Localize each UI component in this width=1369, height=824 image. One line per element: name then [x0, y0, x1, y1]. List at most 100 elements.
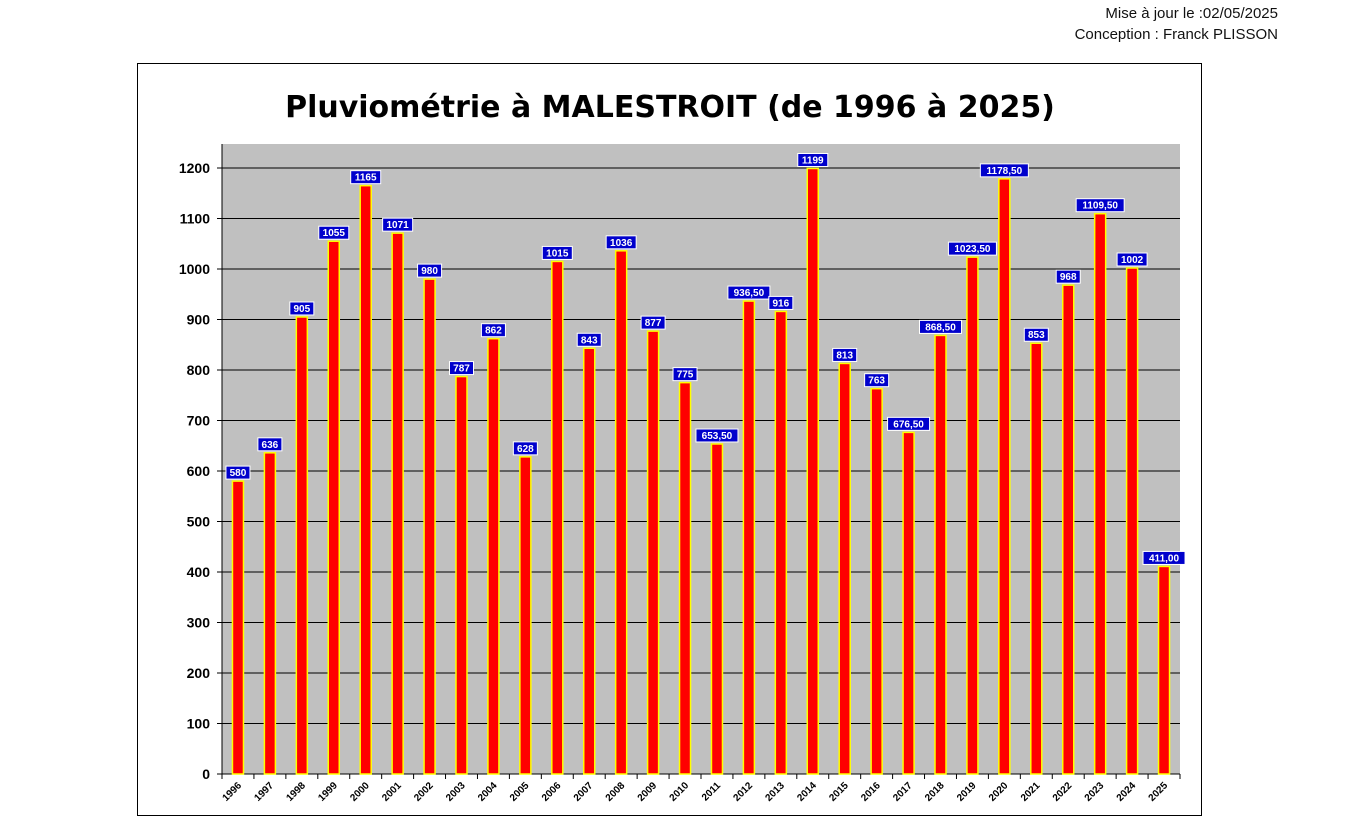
x-tick-label-2021: 2021	[1019, 780, 1043, 804]
x-tick-label-2000: 2000	[348, 780, 372, 804]
bar-2003	[455, 375, 468, 775]
data-label-text: 968	[1060, 272, 1077, 283]
x-tick-label-2008: 2008	[604, 780, 628, 804]
data-label-text: 628	[517, 444, 534, 455]
data-label-box	[480, 323, 506, 338]
x-tick-label-2007: 2007	[572, 780, 596, 804]
y-tick-label: 700	[187, 413, 211, 429]
y-tick-label: 400	[187, 564, 211, 580]
y-tick-label: 1100	[180, 211, 211, 227]
data-label-2022: 968	[1055, 269, 1081, 284]
data-label-text: 1199	[802, 156, 824, 167]
x-tick-label-2004: 2004	[476, 780, 500, 804]
x-tick-label-2002: 2002	[412, 780, 436, 804]
data-label-2023: 1109,50	[1075, 198, 1125, 213]
data-label-2013: 916	[768, 295, 794, 310]
data-label-box	[947, 241, 997, 256]
bar-2009	[646, 330, 660, 775]
data-label-box	[382, 217, 414, 232]
data-label-2001: 1071	[382, 217, 414, 232]
x-tick-label-2010: 2010	[668, 780, 692, 804]
data-label-text: 1055	[323, 228, 346, 239]
bar-2017	[902, 431, 915, 775]
bar-2011	[710, 443, 724, 775]
data-label-text: 653,50	[702, 431, 733, 442]
bar-2013	[774, 310, 788, 775]
data-label-box	[541, 245, 573, 260]
data-label-text: 980	[421, 266, 438, 277]
bar-2022	[1061, 284, 1075, 775]
bars	[231, 167, 1171, 775]
x-tick-label-2011: 2011	[700, 780, 723, 803]
bar-2020	[998, 178, 1011, 775]
data-label-box	[640, 315, 666, 330]
bar-2006	[551, 260, 564, 775]
y-tick-label: 1200	[179, 160, 210, 176]
author-note: Conception : Franck PLISSON	[1074, 26, 1278, 43]
data-label-2002: 980	[417, 263, 443, 278]
data-label-text: 868,50	[925, 322, 956, 333]
data-label-2025: 411,00	[1142, 550, 1186, 565]
data-label-box	[672, 367, 698, 382]
bar-2014	[806, 167, 820, 775]
data-label-2006: 1015	[541, 245, 573, 260]
chart-title: Pluviométrie à MALESTROIT (de 1996 à 202…	[285, 90, 1055, 125]
data-label-box	[449, 361, 474, 376]
data-label-1997: 636	[257, 437, 283, 452]
data-label-box	[1055, 269, 1081, 284]
x-tick-label-2024: 2024	[1115, 780, 1139, 804]
x-tick-label-2020: 2020	[987, 780, 1011, 804]
data-label-box	[289, 301, 315, 316]
data-label-2017: 676,50	[887, 416, 931, 431]
x-tick-label-2017: 2017	[891, 780, 915, 804]
bar-2019	[966, 256, 979, 775]
data-label-2011: 653,50	[695, 428, 739, 443]
data-label-text: 580	[230, 468, 247, 479]
data-label-1996: 580	[225, 465, 251, 480]
y-tick-label: 600	[187, 463, 211, 479]
x-tick-label-2005: 2005	[508, 780, 532, 804]
x-tick-label-2012: 2012	[732, 780, 756, 804]
data-label-2020: 1178,50	[979, 163, 1029, 178]
bar-2018	[934, 334, 947, 775]
data-label-box	[727, 285, 771, 300]
bar-2023	[1093, 212, 1107, 775]
y-tick-label: 300	[187, 615, 211, 631]
bar-1996	[231, 480, 245, 775]
x-tick-label-2016: 2016	[859, 780, 883, 804]
bar-2004	[487, 337, 500, 775]
y-tick-label: 200	[187, 665, 211, 681]
data-label-2000: 1165	[350, 170, 382, 185]
x-tick-label-2013: 2013	[763, 780, 787, 804]
x-tick-label-2022: 2022	[1051, 780, 1075, 804]
data-label-box	[1075, 198, 1125, 213]
bar-2024	[1125, 267, 1139, 775]
data-label-2012: 936,50	[727, 285, 771, 300]
bar-2010	[678, 381, 692, 775]
data-label-2015: 813	[832, 347, 858, 362]
data-label-text: 1023,50	[954, 244, 991, 255]
data-label-text: 1109,50	[1082, 201, 1118, 212]
x-tick-label-2015: 2015	[827, 780, 851, 804]
data-label-text: 1036	[610, 238, 633, 249]
data-label-box	[797, 153, 829, 168]
bar-1997	[263, 452, 277, 775]
bar-2015	[838, 362, 851, 775]
data-label-text: 1178,50	[987, 166, 1023, 177]
data-labels: 580 636 905 1055 1165 1071 980 787 862 628 1015 843…	[225, 153, 1186, 565]
data-label-text: 676,50	[893, 419, 924, 430]
x-tick-label-2009: 2009	[636, 780, 660, 804]
bar-2005	[519, 456, 532, 775]
data-label-2024: 1002	[1116, 252, 1148, 267]
bar-2000	[359, 184, 372, 775]
x-tick-label-1997: 1997	[253, 780, 277, 804]
rainfall-bar-chart: Pluviométrie à MALESTROIT (de 1996 à 202…	[179, 90, 1186, 804]
data-label-2016: 763	[864, 373, 890, 388]
data-label-box	[979, 163, 1029, 178]
data-label-2008: 1036	[605, 235, 637, 250]
y-tick-label: 800	[187, 362, 211, 378]
data-label-text: 1015	[546, 248, 569, 259]
chart-frame: Pluviométrie à MALESTROIT (de 1996 à 202…	[137, 63, 1202, 816]
bar-1999	[327, 240, 341, 775]
data-label-text: 877	[645, 318, 662, 329]
